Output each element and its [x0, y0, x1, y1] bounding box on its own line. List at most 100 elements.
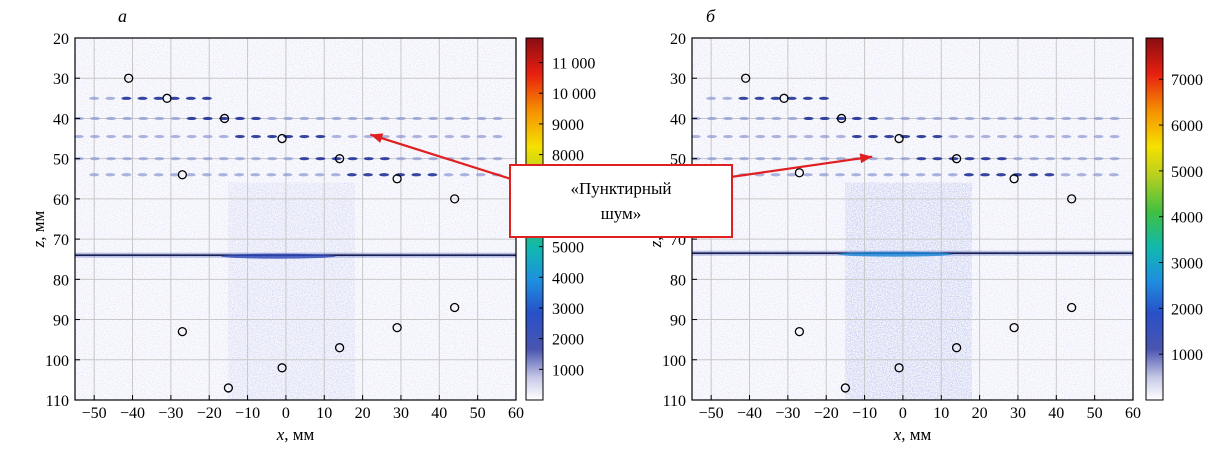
dotted-noise-mark [218, 134, 229, 139]
dotted-noise-mark [979, 173, 990, 177]
dotted-noise-mark [170, 116, 181, 121]
dotted-noise-mark [347, 157, 358, 161]
dotted-noise-mark [1076, 173, 1087, 177]
dotted-noise-mark [314, 173, 325, 177]
dotted-noise-mark [706, 116, 717, 121]
dotted-noise-mark [444, 134, 455, 139]
reflector-marker [836, 113, 847, 124]
colorbar-tick-label: 8000 [552, 148, 584, 165]
y-tick-label: 110 [46, 393, 69, 410]
dotted-noise-mark [89, 157, 100, 161]
panel-label: б [706, 6, 716, 26]
dotted-noise-mark [89, 116, 100, 121]
dotted-noise-mark [818, 96, 829, 100]
dotted-noise-mark [169, 173, 180, 177]
dotted-noise-mark [201, 96, 212, 100]
interface-hotspot [220, 253, 336, 259]
dotted-noise-mark [299, 157, 310, 161]
dotted-noise-mark [395, 173, 406, 177]
colorbar-tick-label: 7000 [1171, 72, 1203, 89]
x-tick-label: −30 [158, 405, 183, 422]
dotted-noise-mark [1012, 173, 1023, 177]
dotted-noise-mark [267, 157, 278, 161]
dotted-noise-mark [835, 173, 846, 177]
dotted-noise-mark [723, 157, 734, 161]
dotted-noise-mark [1060, 173, 1071, 177]
dotted-noise-mark [932, 157, 943, 161]
x-tick-label: 0 [899, 405, 907, 422]
dotted-noise-mark [738, 96, 749, 100]
annotation-line-1: «Пунктирный [570, 179, 671, 198]
reflector-marker [741, 73, 751, 83]
reflector-marker [334, 154, 345, 164]
dotted-noise-mark [1012, 157, 1023, 161]
dotted-noise-mark [931, 173, 942, 177]
dotted-noise-mark [427, 173, 438, 177]
dotted-noise-mark [153, 96, 164, 100]
dotted-noise-mark [916, 134, 927, 139]
dotted-noise-mark [89, 173, 100, 177]
dotted-noise-mark [154, 116, 165, 121]
reflector-marker [779, 93, 789, 103]
dotted-noise-mark [218, 173, 229, 177]
dotted-noise-mark [1029, 157, 1040, 161]
dotted-noise-mark [722, 96, 733, 100]
reflector-marker [392, 174, 402, 184]
reflector-marker [449, 194, 460, 204]
dotted-noise-mark [460, 134, 471, 139]
dotted-noise-mark [234, 116, 245, 121]
reflector-marker [277, 363, 287, 373]
x-tick-label: 40 [1048, 405, 1064, 422]
dotted-noise-mark [443, 173, 454, 177]
dotted-noise-mark [787, 116, 798, 121]
x-tick-label: 20 [355, 405, 371, 422]
dotted-noise-mark [755, 116, 766, 121]
dotted-noise-mark [138, 157, 149, 161]
dotted-noise-mark [868, 134, 879, 139]
dotted-noise-mark [428, 116, 439, 121]
dotted-noise-mark [1093, 134, 1104, 139]
colorbar-tick-label: 1000 [552, 362, 584, 379]
dotted-noise-mark [89, 134, 100, 139]
dotted-noise-mark [492, 116, 503, 121]
dotted-noise-mark [395, 157, 406, 161]
dotted-noise-mark [786, 96, 797, 100]
dotted-noise-mark [884, 134, 895, 139]
annotation-arrowhead [370, 133, 384, 143]
y-tick-label: 110 [663, 393, 686, 410]
dotted-noise-mark [851, 116, 862, 121]
dotted-noise-mark [771, 157, 782, 161]
colorbar-tick-label: 5000 [552, 240, 584, 257]
dotted-noise-mark [267, 116, 278, 121]
x-axis-label: x, мм [276, 425, 315, 444]
dotted-noise-mark [996, 116, 1007, 121]
dotted-noise-mark [283, 157, 294, 161]
dotted-noise-mark [1109, 134, 1120, 139]
dotted-noise-mark [170, 157, 181, 161]
dotted-noise-mark [89, 96, 100, 100]
dotted-noise-mark [315, 116, 326, 121]
dotted-noise-mark [802, 96, 813, 100]
dotted-noise-mark [476, 134, 487, 139]
x-axis-unit: , мм [284, 425, 314, 444]
reflector-marker [1066, 302, 1077, 313]
dotted-noise-mark [154, 134, 165, 139]
dotted-noise-mark [299, 134, 310, 139]
dotted-noise-mark [154, 157, 165, 161]
dotted-noise-mark [1044, 173, 1055, 177]
dotted-noise-mark [1077, 157, 1088, 161]
dotted-noise-mark [106, 157, 117, 161]
dotted-noise-mark [770, 96, 781, 100]
dotted-noise-mark [202, 134, 213, 139]
dotted-noise-mark [1061, 116, 1072, 121]
dotted-noise-mark [1045, 157, 1056, 161]
dotted-noise-mark [121, 173, 132, 177]
reflector-marker [334, 343, 345, 353]
dotted-noise-mark [122, 116, 133, 121]
dotted-noise-mark [169, 96, 180, 100]
y-tick-label: 30 [670, 71, 686, 88]
dotted-noise-mark [185, 96, 196, 100]
dotted-noise-mark [770, 173, 781, 177]
y-tick-label: 80 [53, 272, 69, 289]
dotted-noise-mark [267, 134, 278, 139]
